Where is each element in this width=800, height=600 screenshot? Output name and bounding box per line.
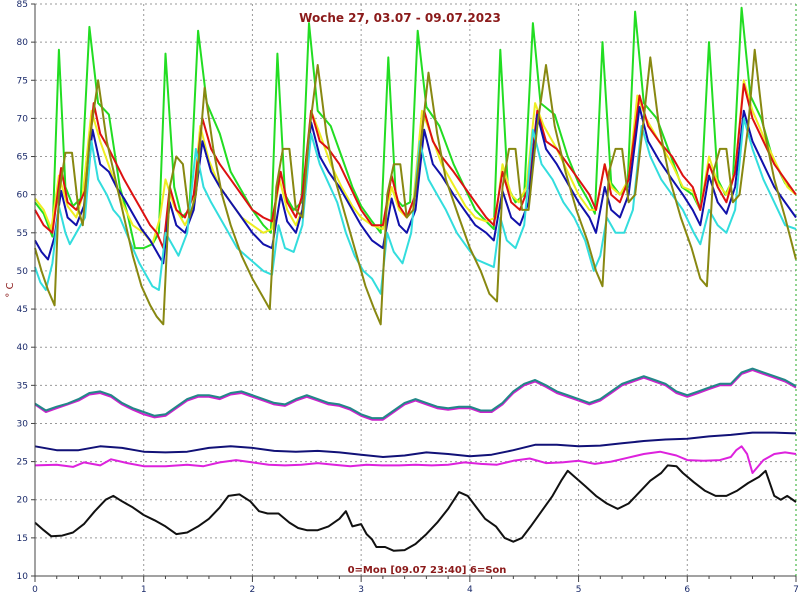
series-group xyxy=(34,6,797,552)
series-line-5 xyxy=(34,48,797,326)
series-line-9 xyxy=(34,445,797,474)
x-tick-label: 6 xyxy=(684,585,690,595)
y-tick-label: 80 xyxy=(17,38,29,48)
series-line-3 xyxy=(34,106,797,265)
y-tick-label: 15 xyxy=(17,534,28,544)
y-tick-label: 40 xyxy=(17,343,29,353)
x-tick-label: 0 xyxy=(32,585,38,595)
series-line-2 xyxy=(34,83,797,250)
y-tick-label: 20 xyxy=(17,496,29,506)
x-tick-label: 2 xyxy=(250,585,256,595)
y-tick-label: 10 xyxy=(17,572,29,582)
series-line-8 xyxy=(34,431,797,458)
series-line-7 xyxy=(34,367,797,420)
x-axis-label: 0=Mon [09.07 23:40] 6=Son xyxy=(348,565,507,576)
y-axis-label: ° C xyxy=(5,282,16,297)
axes xyxy=(31,3,797,582)
x-tick-label: 3 xyxy=(358,585,364,595)
y-tick-label: 70 xyxy=(17,114,29,124)
y-tick-label: 65 xyxy=(17,153,28,163)
series-line-6 xyxy=(34,369,797,421)
x-tick-label: 4 xyxy=(467,585,473,595)
x-tick-label: 5 xyxy=(576,585,582,595)
y-tick-label: 60 xyxy=(17,191,29,201)
y-tick-label: 30 xyxy=(17,419,29,429)
x-tick-label: 1 xyxy=(141,585,147,595)
series-line-4 xyxy=(34,117,797,295)
x-tick-label: 7 xyxy=(793,585,799,595)
y-tick-label: 75 xyxy=(17,76,28,86)
y-tick-label: 55 xyxy=(17,229,28,239)
y-tick-label: 85 xyxy=(17,0,28,10)
y-tick-label: 35 xyxy=(17,381,28,391)
chart-title: Woche 27, 03.07 - 09.07.2023 xyxy=(299,11,501,25)
y-tick-label: 50 xyxy=(17,267,29,277)
y-tick-label: 25 xyxy=(17,458,28,468)
series-line-10 xyxy=(34,464,797,552)
grid xyxy=(35,3,797,576)
y-tick-label: 45 xyxy=(17,305,28,315)
